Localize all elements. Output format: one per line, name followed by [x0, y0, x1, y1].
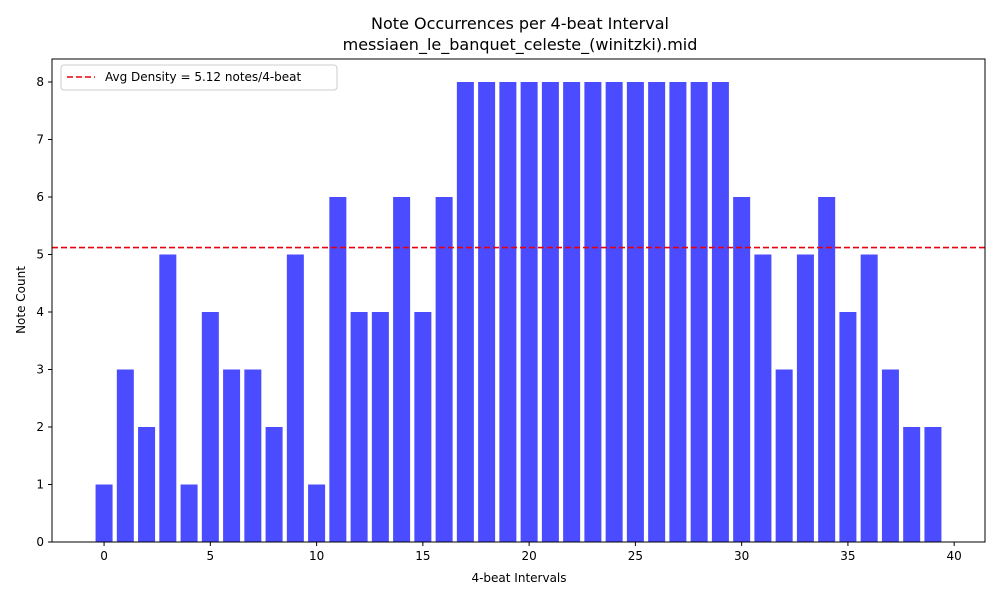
bar	[244, 369, 262, 542]
bar	[860, 254, 878, 542]
bar	[159, 254, 177, 542]
y-tick-label: 8	[36, 75, 44, 89]
plot-frame	[51, 58, 986, 543]
x-tick-label: 20	[521, 549, 536, 563]
bar	[733, 197, 751, 542]
bar	[541, 82, 559, 542]
chart-subtitle: messiaen_le_banquet_celeste_(winitzki).m…	[343, 35, 698, 55]
bar	[520, 82, 538, 542]
bar	[669, 82, 687, 542]
bar	[223, 369, 241, 542]
bar	[138, 427, 156, 542]
bar	[796, 254, 814, 542]
bar	[881, 369, 899, 542]
x-tick-label: 40	[947, 549, 962, 563]
bar	[563, 82, 581, 542]
x-tick-label: 35	[840, 549, 855, 563]
bar	[414, 312, 432, 542]
bar-series	[95, 82, 942, 542]
legend-frame	[60, 64, 338, 91]
bar	[201, 312, 219, 542]
bar	[775, 369, 793, 542]
bar	[329, 197, 347, 542]
legend: Avg Density = 5.12 notes/4-beat	[60, 64, 338, 91]
bar	[903, 427, 921, 542]
bar	[690, 82, 708, 542]
bar	[584, 82, 602, 542]
y-tick-label: 3	[36, 363, 44, 377]
y-tick-label: 2	[36, 420, 44, 434]
x-axis-label: 4-beat Intervals	[471, 571, 566, 585]
bar	[393, 197, 411, 542]
y-tick-label: 4	[36, 305, 44, 319]
bar	[180, 484, 198, 542]
bar	[350, 312, 368, 542]
bar	[626, 82, 644, 542]
y-axis-ticks: 0 1 2 3 4 5 6 7 8	[36, 75, 52, 549]
bar	[499, 82, 517, 542]
y-axis-label: Note Count	[14, 266, 28, 334]
bar	[818, 197, 836, 542]
bar	[371, 312, 389, 542]
bar	[839, 312, 857, 542]
bar	[711, 82, 729, 542]
x-tick-label: 30	[734, 549, 749, 563]
bar	[435, 197, 453, 542]
x-tick-label: 5	[207, 549, 215, 563]
bar	[478, 82, 496, 542]
x-tick-label: 25	[628, 549, 643, 563]
bar	[648, 82, 666, 542]
axes	[51, 58, 986, 543]
x-tick-label: 15	[415, 549, 430, 563]
bar	[286, 254, 304, 542]
bar	[456, 82, 474, 542]
bar	[265, 427, 283, 542]
y-tick-label: 0	[36, 535, 44, 549]
x-tick-label: 10	[309, 549, 324, 563]
bar	[605, 82, 623, 542]
y-tick-label: 5	[36, 248, 44, 262]
y-tick-label: 6	[36, 190, 44, 204]
chart-title: Note Occurrences per 4-beat Interval	[371, 14, 669, 33]
bar	[308, 484, 326, 542]
y-tick-label: 7	[36, 133, 44, 147]
x-axis-ticks: 0 5 10 15 20 25 30 35 40	[100, 542, 962, 563]
legend-average-label: Avg Density = 5.12 notes/4-beat	[105, 70, 302, 84]
y-tick-label: 1	[36, 478, 44, 492]
bar	[924, 427, 942, 542]
bar	[116, 369, 134, 542]
bar	[95, 484, 113, 542]
x-tick-label: 0	[100, 549, 108, 563]
bar	[754, 254, 772, 542]
